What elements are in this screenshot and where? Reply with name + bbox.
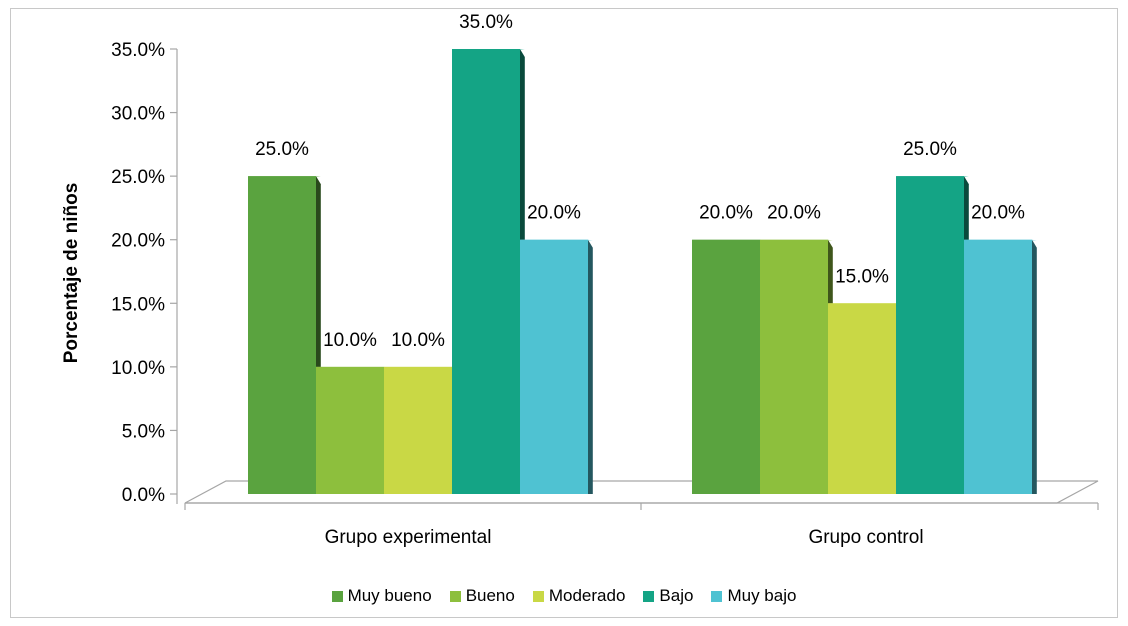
legend-item: Muy bajo xyxy=(711,586,796,606)
y-tick-label: 10.0% xyxy=(111,358,165,379)
bar-front-face xyxy=(520,239,588,494)
x-category-label: Grupo experimental xyxy=(325,527,492,548)
bar-front-face xyxy=(896,176,964,494)
legend-item: Bueno xyxy=(449,586,515,606)
legend-swatch xyxy=(331,590,343,602)
bar-front-face xyxy=(452,49,520,494)
data-label: 25.0% xyxy=(255,139,309,160)
y-tick-label: 20.0% xyxy=(111,231,165,252)
legend: Muy bueno Bueno Moderado Bajo Muy bajo xyxy=(0,586,1128,606)
legend-label: Muy bueno xyxy=(347,586,432,605)
legend-item: Bajo xyxy=(643,586,693,606)
bar-bajo xyxy=(896,176,969,494)
data-label: 20.0% xyxy=(767,203,821,224)
bar-bajo xyxy=(452,49,525,494)
x-category-label: Grupo control xyxy=(808,527,923,548)
bars xyxy=(248,49,1037,494)
y-tick-label: 30.0% xyxy=(111,104,165,125)
bar-bueno xyxy=(760,239,833,494)
bar-muy-bueno xyxy=(248,176,321,494)
bar-muy-bueno xyxy=(692,239,765,494)
bar-front-face xyxy=(760,239,828,494)
legend-label: Moderado xyxy=(548,586,626,605)
legend-swatch xyxy=(711,590,723,602)
bar-front-face xyxy=(316,366,384,494)
y-tick-label: 0.0% xyxy=(122,485,165,506)
bar-moderado xyxy=(828,303,901,494)
bar-moderado xyxy=(384,366,457,494)
data-label: 20.0% xyxy=(527,203,581,224)
bar-side-face xyxy=(1032,239,1037,494)
data-label: 10.0% xyxy=(323,330,377,351)
legend-swatch xyxy=(449,590,461,602)
bar-muy-bajo xyxy=(964,239,1037,494)
data-label: 35.0% xyxy=(459,12,513,33)
data-label: 25.0% xyxy=(903,139,957,160)
bar-front-face xyxy=(248,176,316,494)
legend-swatch xyxy=(532,590,544,602)
legend-label: Muy bajo xyxy=(727,586,797,605)
bar-front-face xyxy=(828,303,896,494)
y-tick-label: 35.0% xyxy=(111,40,165,61)
bar-bueno xyxy=(316,366,389,494)
y-tick-label: 15.0% xyxy=(111,294,165,315)
bar-front-face xyxy=(384,366,452,494)
y-axis-label: Porcentaje de niños xyxy=(61,183,82,364)
bar-front-face xyxy=(964,239,1032,494)
legend-label: Bajo xyxy=(659,586,694,605)
data-label: 20.0% xyxy=(699,203,753,224)
legend-item: Moderado xyxy=(532,586,626,606)
y-tick-label: 5.0% xyxy=(122,421,165,442)
legend-swatch xyxy=(643,590,655,602)
bar-front-face xyxy=(692,239,760,494)
data-labels: 25.0% 10.0% 10.0% 35.0% 20.0% 20.0% 20.0% 15.0%… xyxy=(255,12,1025,351)
bar-side-face xyxy=(588,239,593,494)
data-label: 10.0% xyxy=(391,330,445,351)
data-label: 20.0% xyxy=(971,203,1025,224)
legend-label: Bueno xyxy=(465,586,515,605)
bar-muy-bajo xyxy=(520,239,593,494)
y-tick-label: 25.0% xyxy=(111,167,165,188)
legend-item: Muy bueno xyxy=(331,586,432,606)
data-label: 15.0% xyxy=(835,266,889,287)
